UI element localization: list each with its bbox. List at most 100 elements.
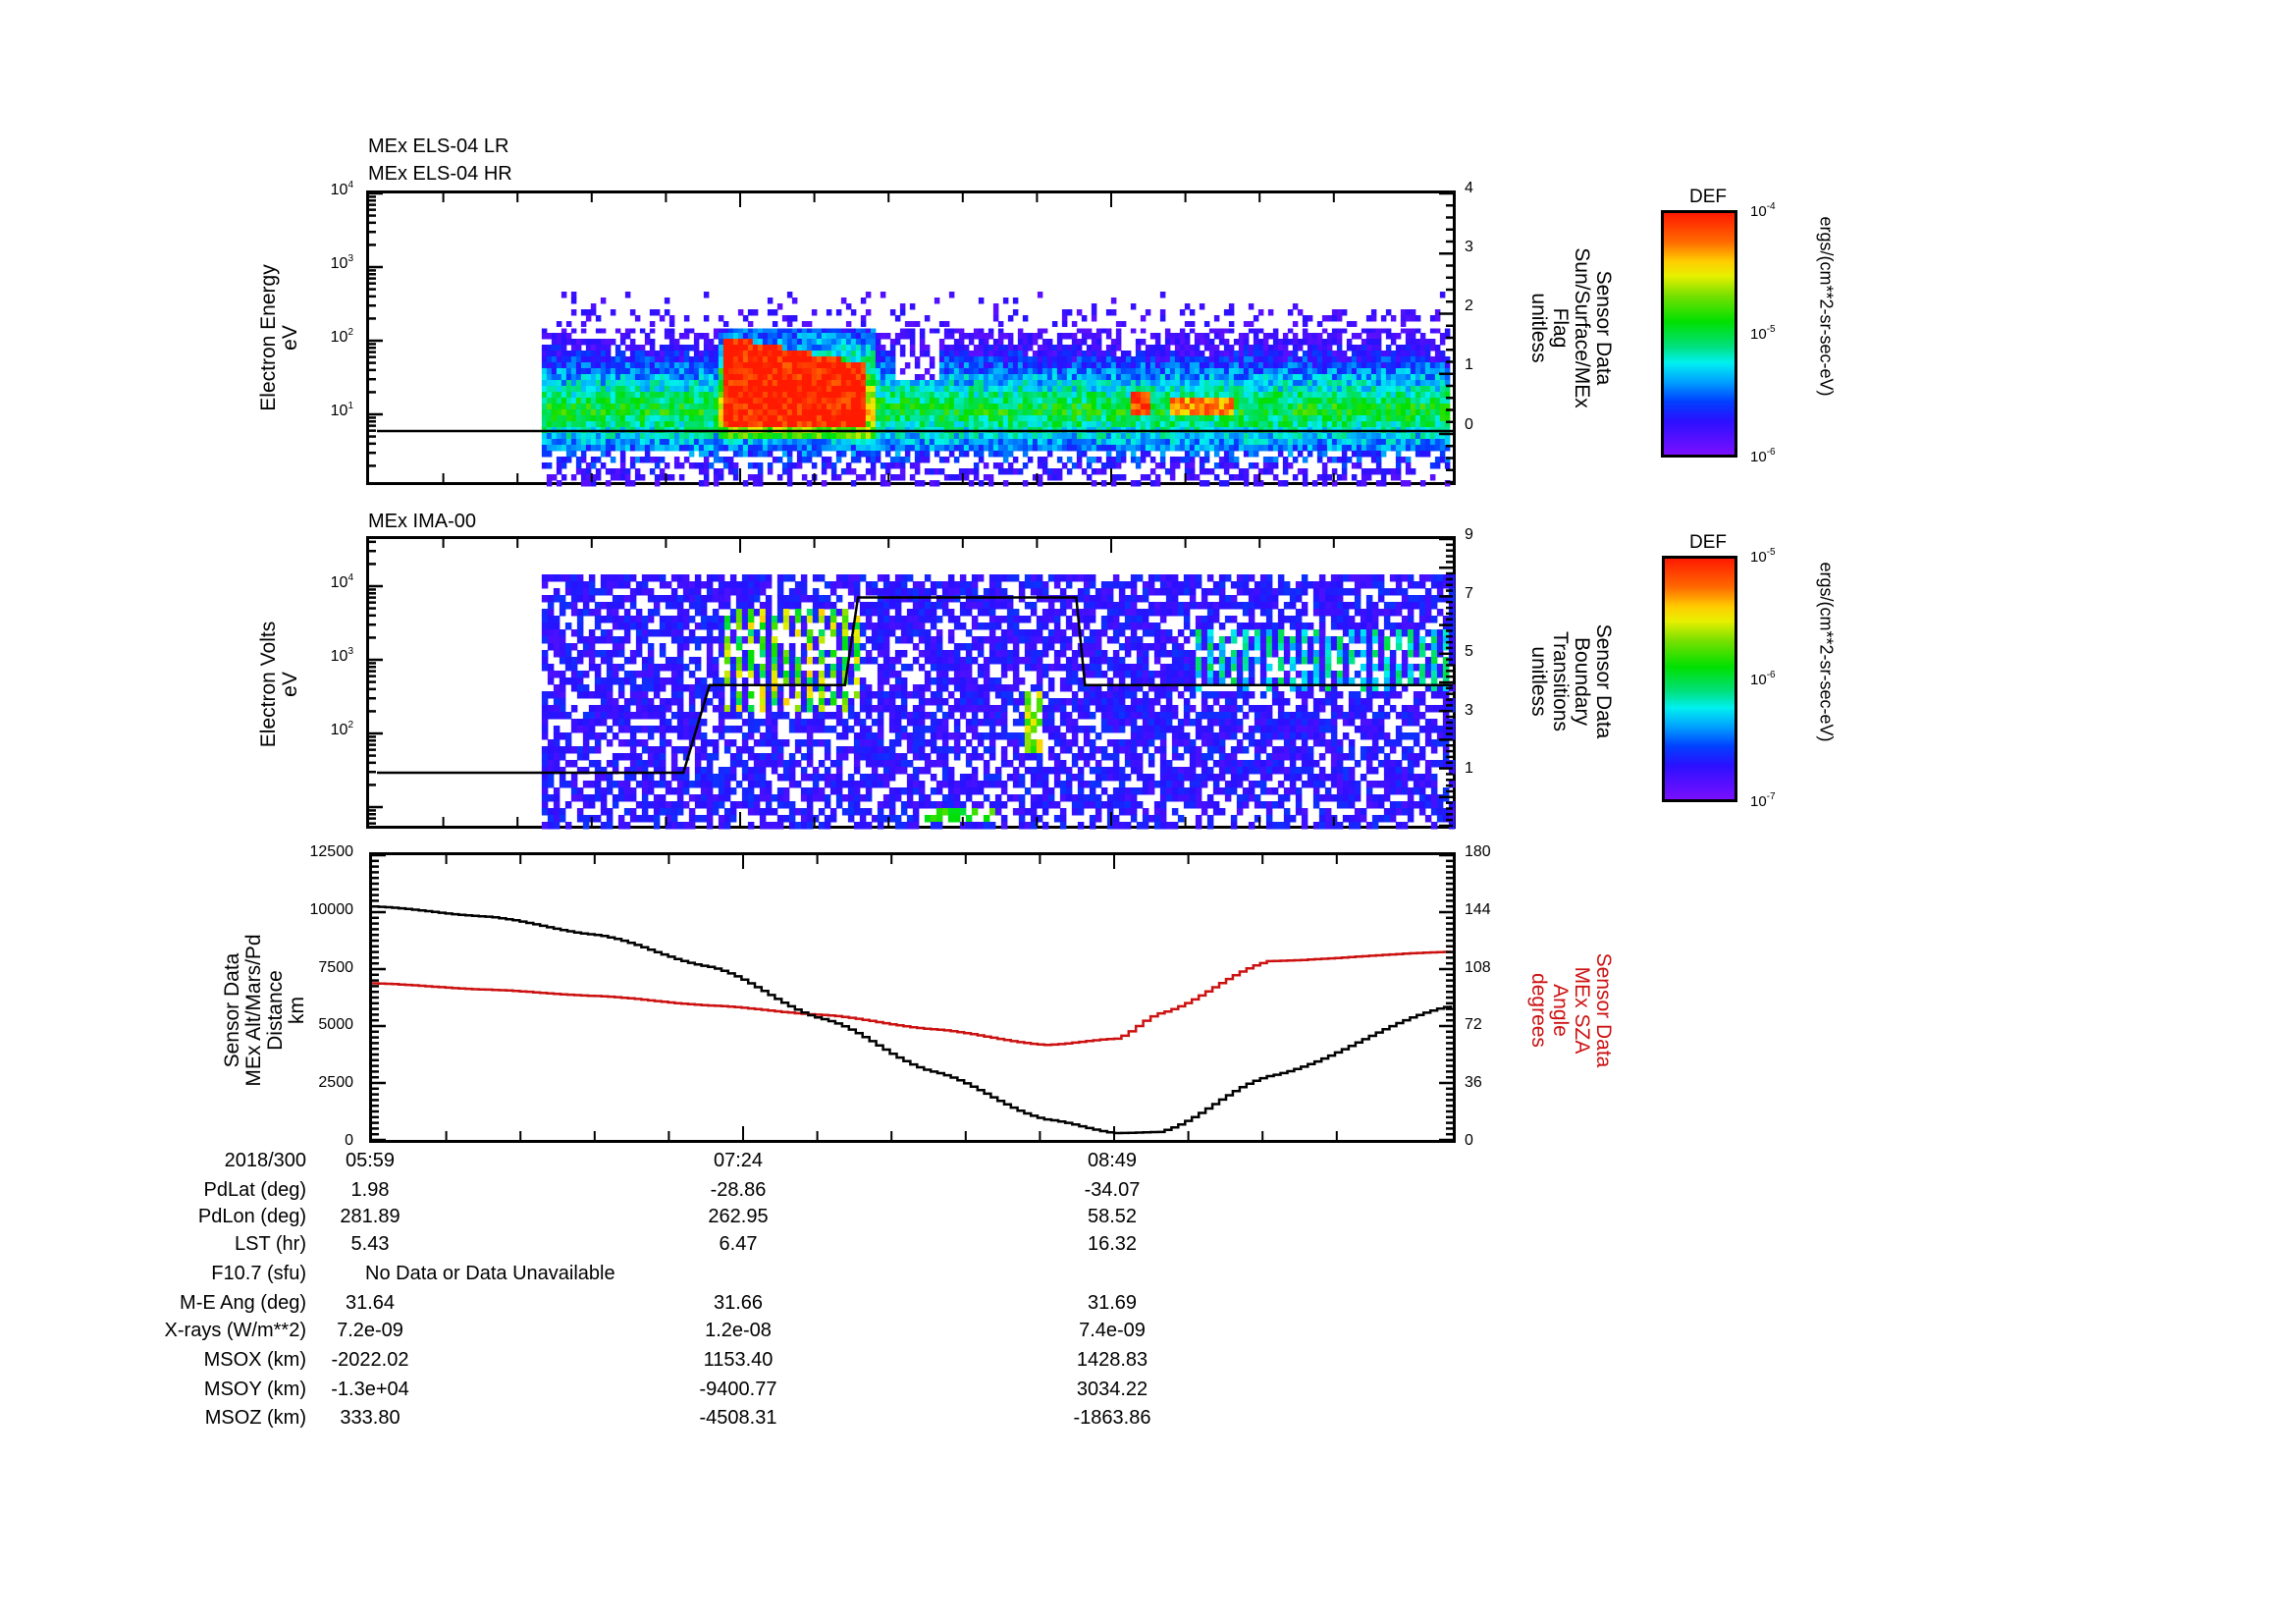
ephemeris-value: 58.52 <box>1087 1206 1138 1227</box>
panel2-rlabel-line: Transitions <box>1549 631 1572 731</box>
ephemeris-row-label: MSOY (km) <box>203 1379 306 1400</box>
ephemeris-value: -9400.77 <box>699 1379 777 1400</box>
panel3-rlabel-line: degrees <box>1527 973 1550 1048</box>
panel2-ion-spectrogram <box>366 536 1456 830</box>
panel3-rtick: 0 <box>1465 1132 1473 1149</box>
ephemeris-value: 31.64 <box>345 1292 396 1314</box>
panel1-rlabel-line: Sensor Data <box>1592 270 1615 386</box>
panel3-ylabel-line: Distance <box>264 970 287 1051</box>
colorbar2-mid-label: 10-6 <box>1750 670 1776 688</box>
panel2-rlabel-line: unitless <box>1527 646 1550 717</box>
panel2-rtick: 3 <box>1465 702 1473 719</box>
panel2-plot-area <box>369 537 1456 830</box>
panel2-rtick: 5 <box>1465 643 1473 660</box>
panel3-right-label: Sensor Data MEx SZA Angle degrees <box>1527 883 1615 1138</box>
ephemeris-value: -1863.86 <box>1073 1407 1151 1429</box>
ephemeris-value: 7.2e-09 <box>337 1320 403 1341</box>
panel1-ytick: 103 <box>330 253 353 272</box>
ephemeris-value: -28.86 <box>710 1179 767 1201</box>
colorbar1-mid-label: 10-5 <box>1750 324 1776 343</box>
panel3-ylabel-line: MEx Alt/Mars/Pd <box>242 934 265 1087</box>
panel2-ylabel-line2: eV <box>279 672 301 697</box>
panel3-plot-area <box>372 853 1453 1142</box>
panel2-ytick: 104 <box>330 572 353 591</box>
panel2-title: MEx IMA-00 <box>368 511 477 532</box>
colorbar1-title: DEF <box>1689 187 1727 207</box>
panel3-rlabel-line: MEx SZA <box>1571 966 1593 1055</box>
panel1-rtick: 0 <box>1465 416 1473 433</box>
ephemeris-value: -1.3e+04 <box>331 1379 409 1400</box>
ephemeris-value: 05:59 <box>345 1150 396 1171</box>
panel1-electron-spectrogram <box>366 190 1456 487</box>
ephemeris-value: 281.89 <box>340 1206 400 1227</box>
panel2-rtick: 1 <box>1465 760 1473 777</box>
panel2-rtick: 9 <box>1465 526 1473 543</box>
colorbar1-gradient <box>1661 210 1737 458</box>
panel1-ylabel-line2: eV <box>279 325 301 351</box>
colorbar2-top-label: 10-5 <box>1750 547 1776 566</box>
panel1-right-label: Sensor Data Sun/Surface/MEx Flag unitles… <box>1527 200 1615 456</box>
panel1-ylabel-line1: Electron Energy <box>257 264 280 411</box>
colorbar1-top-label: 10-4 <box>1750 201 1776 220</box>
colorbar2-title: DEF <box>1689 532 1727 553</box>
colorbar2-gradient <box>1662 556 1737 802</box>
panel1-plot-area <box>369 191 1453 487</box>
panel3-ytick: 12500 <box>309 843 354 860</box>
ephemeris-row-label: MSOX (km) <box>203 1349 306 1371</box>
ephemeris-value: -2022.02 <box>331 1349 409 1371</box>
panel3-ytick: 10000 <box>309 901 354 918</box>
panel1-ytick: 104 <box>330 180 353 198</box>
panel3-rtick: 180 <box>1465 843 1491 860</box>
panel3-ytick: 2500 <box>318 1074 353 1091</box>
panel1-rlabel-line: unitless <box>1527 293 1550 363</box>
ephemeris-row-label: LST (hr) <box>235 1233 306 1255</box>
ephemeris-value: 1153.40 <box>703 1349 774 1371</box>
panel1-rtick: 2 <box>1465 298 1473 314</box>
colorbar2-units: ergs/(cm**2-sr-sec-eV) <box>1816 562 1837 742</box>
ephemeris-row-label: M-E Ang (deg) <box>180 1292 306 1314</box>
ephemeris-value: 333.80 <box>340 1407 400 1429</box>
panel2-rlabel-line: Sensor Data <box>1592 623 1615 739</box>
panel1-title-lr: MEx ELS-04 LR <box>368 135 509 157</box>
panel2-ytick: 102 <box>330 720 353 738</box>
panel2-ytick: 103 <box>330 646 353 665</box>
ephemeris-value: 262.95 <box>708 1206 769 1227</box>
ephemeris-value: 5.43 <box>350 1233 390 1255</box>
panel1-rtick: 3 <box>1465 239 1473 255</box>
panel1-rlabel-line: Flag <box>1549 307 1572 349</box>
ephemeris-value: 6.47 <box>719 1233 758 1255</box>
panel3-ytick: 5000 <box>318 1016 353 1033</box>
panel1-ytick: 101 <box>330 401 353 419</box>
ephemeris-row-label: X-rays (W/m**2) <box>164 1320 306 1341</box>
ephemeris-value: 08:49 <box>1087 1150 1138 1171</box>
ephemeris-value: 7.4e-09 <box>1079 1320 1146 1341</box>
panel3-ylabel-line: km <box>286 997 308 1024</box>
ephemeris-row-label: PdLon (deg) <box>197 1206 306 1227</box>
ephemeris-value: 31.66 <box>713 1292 764 1314</box>
panel3-ytick: 0 <box>345 1132 353 1149</box>
ephemeris-value: 31.69 <box>1087 1292 1138 1314</box>
panel2-right-label: Sensor Data Boundary Transitions unitles… <box>1527 554 1615 809</box>
ephemeris-value: 1.2e-08 <box>705 1320 772 1341</box>
ephemeris-row-label: F10.7 (sfu) <box>211 1263 306 1284</box>
panel1-rtick: 4 <box>1465 180 1473 196</box>
ephemeris-value: 1.98 <box>350 1179 390 1201</box>
panel1-title-hr: MEx ELS-04 HR <box>368 163 512 185</box>
panel1-ylabel: Electron Energy eV <box>257 230 301 446</box>
panel3-rlabel-line: Sensor Data <box>1592 952 1615 1068</box>
ephemeris-value: 1428.83 <box>1076 1349 1148 1371</box>
colorbar1-units: ergs/(cm**2-sr-sec-eV) <box>1816 216 1837 397</box>
panel2-rlabel-line: Boundary <box>1571 637 1593 726</box>
ephemeris-value: -34.07 <box>1084 1179 1141 1201</box>
ephemeris-row-label: 2018/300 <box>224 1150 306 1171</box>
panel3-rtick: 108 <box>1465 959 1491 976</box>
panel2-ylabel: Electron Volts eV <box>257 576 301 792</box>
colorbar1-bottom-label: 10-6 <box>1750 447 1776 465</box>
panel3-rlabel-line: Angle <box>1549 984 1572 1037</box>
panel3-ytick: 7500 <box>318 959 353 976</box>
panel2-rtick: 7 <box>1465 585 1473 602</box>
panel1-rlabel-line: Sun/Surface/MEx <box>1571 247 1593 408</box>
panel3-altitude-sza-plot <box>369 852 1456 1143</box>
panel2-ylabel-line1: Electron Volts <box>257 621 280 748</box>
panel3-rtick: 72 <box>1465 1016 1482 1033</box>
